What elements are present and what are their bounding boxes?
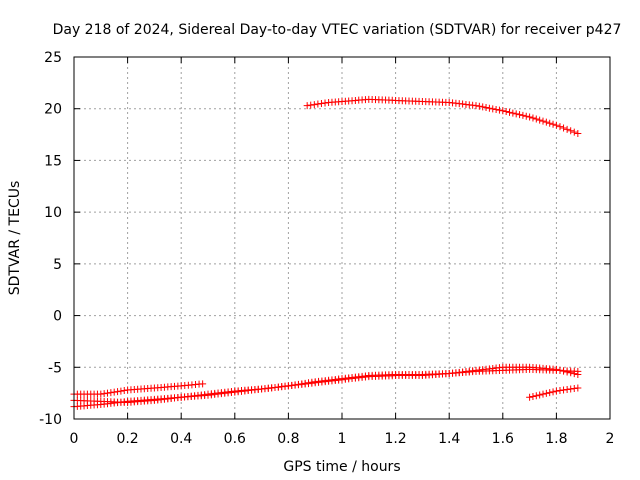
x-tick-label: 2: [606, 431, 615, 447]
data-point: [556, 123, 564, 131]
data-point: [567, 369, 575, 377]
data-point: [310, 101, 318, 109]
y-tick-label: 15: [44, 153, 62, 169]
data-point: [495, 106, 503, 114]
x-tick-label: 1: [338, 431, 347, 447]
data-point: [542, 389, 550, 397]
data-point: [567, 385, 575, 393]
data-point: [542, 118, 550, 126]
data-point: [321, 99, 329, 107]
data-point: [114, 388, 122, 396]
data-point: [314, 100, 322, 108]
data-point: [472, 102, 480, 110]
y-tick-label: 20: [44, 102, 62, 118]
series-track-1: [303, 95, 582, 138]
series-track-4: [70, 363, 582, 411]
y-tick-label: -5: [48, 360, 62, 376]
data-point: [549, 120, 557, 128]
data-point: [552, 121, 560, 129]
data-point: [100, 390, 108, 398]
data-point: [482, 104, 490, 112]
series-track-2: [70, 380, 207, 398]
chart-title: Day 218 of 2024, Sidereal Day-to-day VTE…: [53, 22, 622, 38]
data-point: [556, 387, 564, 395]
data-point: [110, 388, 118, 396]
data-point: [563, 368, 571, 376]
x-tick-label: 1.4: [438, 431, 460, 447]
x-axis-label: GPS time / hours: [283, 459, 400, 475]
data-point: [570, 370, 578, 378]
data-point: [532, 115, 540, 123]
data-point: [107, 389, 115, 397]
data-point: [574, 371, 582, 379]
data-point: [199, 380, 207, 388]
y-tick-label: 0: [53, 309, 62, 325]
data-point: [506, 108, 513, 116]
data-point: [529, 393, 537, 401]
data-point: [539, 117, 547, 125]
data-point: [475, 102, 483, 110]
data-point: [479, 103, 487, 111]
y-tick-label: 25: [44, 50, 62, 66]
y-axis-label: SDTVAR / TECUs: [7, 181, 23, 296]
data-point: [526, 393, 534, 401]
data-markers: [70, 95, 582, 411]
data-point: [489, 105, 497, 113]
data-point: [563, 125, 571, 133]
data-point: [570, 384, 578, 392]
data-point: [97, 390, 105, 398]
data-point: [556, 366, 564, 374]
x-tick-label: 0.8: [277, 431, 299, 447]
data-point: [303, 102, 311, 110]
data-point: [526, 113, 534, 121]
x-tick-label: 0.2: [116, 431, 138, 447]
x-tick-label: 0.6: [224, 431, 246, 447]
plot-frame: [73, 56, 611, 420]
data-point: [552, 365, 560, 373]
y-tick-label: 10: [44, 205, 62, 221]
y-tick-label: 5: [53, 257, 62, 273]
data-point: [570, 128, 578, 136]
data-point: [539, 390, 547, 398]
data-point: [563, 386, 571, 394]
data-point: [485, 104, 493, 112]
data-point: [502, 108, 510, 116]
data-point: [546, 119, 554, 127]
data-point: [560, 124, 568, 132]
data-point: [560, 367, 568, 375]
data-point: [567, 127, 575, 135]
y-tick-labels: -10 -5 0 5 10 15 20 25: [39, 50, 62, 428]
data-point: [560, 386, 568, 394]
x-tick-label: 1.8: [545, 431, 567, 447]
data-point: [509, 109, 517, 117]
y-tick-label: -10: [39, 412, 62, 428]
data-point: [546, 389, 554, 397]
data-point: [512, 110, 520, 118]
x-tick-label: 0.4: [170, 431, 192, 447]
data-point: [499, 107, 507, 115]
data-point: [516, 111, 524, 119]
data-point: [536, 391, 544, 399]
data-point: [532, 392, 540, 400]
data-point: [522, 112, 530, 120]
series-track-5: [526, 384, 582, 401]
data-point: [574, 384, 582, 392]
data-point: [120, 387, 128, 395]
x-tick-labels: 0 0.2 0.4 0.6 0.8 1 1.2 1.4 1.6 1.8 2: [70, 431, 615, 447]
x-tick-label: 0: [70, 431, 79, 447]
data-point: [549, 388, 557, 396]
data-point: [529, 114, 537, 122]
data-point: [117, 387, 125, 395]
data-point: [492, 105, 500, 113]
x-tick-label: 1.2: [384, 431, 406, 447]
data-point: [317, 100, 325, 108]
data-point: [519, 111, 527, 119]
data-point: [552, 387, 560, 395]
data-point: [307, 101, 315, 109]
data-point: [104, 389, 111, 397]
data-point: [536, 116, 544, 124]
x-tick-label: 1.6: [492, 431, 514, 447]
data-point: [574, 130, 582, 138]
